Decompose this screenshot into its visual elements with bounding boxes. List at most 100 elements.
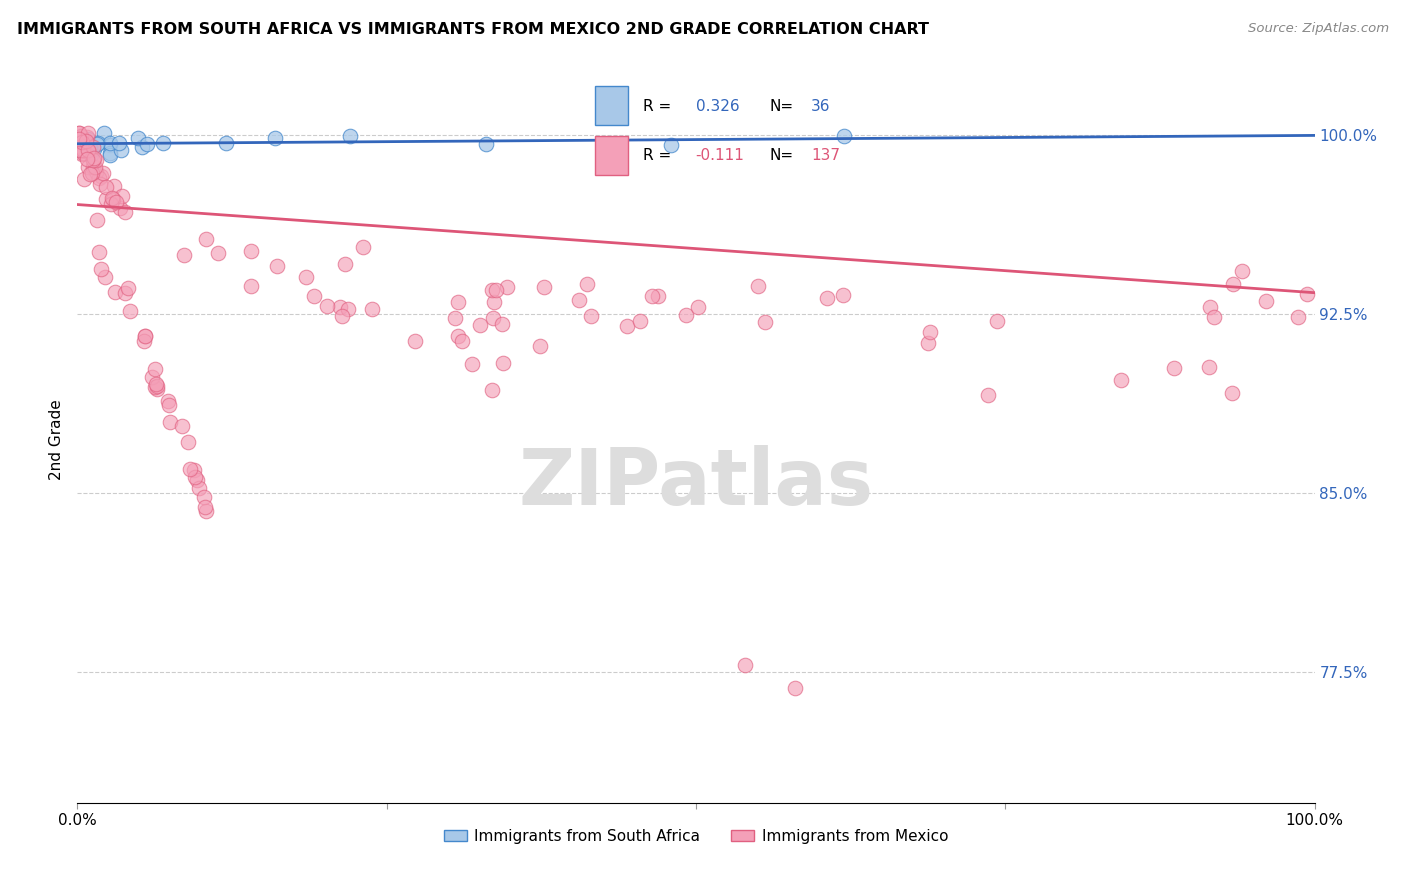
Point — [675, 308, 697, 322]
Legend: Immigrants from South Africa, Immigrants from Mexico: Immigrants from South Africa, Immigrants… — [437, 822, 955, 850]
Point — [1296, 286, 1319, 301]
Point — [1163, 361, 1185, 376]
Point — [77, 145, 100, 159]
Point — [72, 142, 94, 156]
Point — [67, 139, 90, 153]
Point — [481, 384, 503, 398]
Point — [193, 491, 215, 505]
Point — [447, 329, 470, 343]
Point — [67, 126, 90, 140]
Point — [86, 136, 108, 151]
Point — [108, 136, 131, 150]
Point — [495, 279, 517, 293]
Point — [686, 300, 709, 314]
Point — [76, 141, 98, 155]
Point — [783, 681, 806, 696]
Point — [67, 142, 90, 156]
Point — [492, 355, 515, 369]
Point — [118, 304, 141, 318]
Point — [145, 377, 167, 392]
Point — [977, 388, 1000, 402]
Point — [83, 161, 105, 175]
Point — [491, 317, 513, 331]
Point — [815, 291, 838, 305]
Point — [82, 140, 104, 154]
Point — [159, 415, 181, 429]
Point — [79, 167, 101, 181]
Point — [91, 166, 114, 180]
Point — [79, 138, 101, 153]
Point — [76, 129, 98, 144]
Point — [659, 137, 682, 152]
Point — [111, 189, 134, 203]
Point — [70, 142, 93, 156]
Text: Source: ZipAtlas.com: Source: ZipAtlas.com — [1249, 22, 1389, 36]
Point — [84, 153, 107, 167]
Point — [100, 147, 122, 161]
Point — [754, 315, 776, 329]
Point — [76, 152, 98, 166]
Point — [352, 240, 374, 254]
Point — [96, 179, 118, 194]
Point — [100, 190, 122, 204]
Point — [143, 380, 166, 394]
Point — [207, 246, 229, 260]
Point — [82, 160, 104, 174]
Point — [73, 134, 96, 148]
Point — [316, 299, 339, 313]
Point — [186, 473, 208, 487]
Point — [146, 379, 169, 393]
Point — [647, 289, 669, 303]
Point — [93, 126, 115, 140]
Point — [136, 136, 159, 151]
Point — [264, 131, 287, 145]
Point — [70, 147, 93, 161]
Point — [67, 140, 90, 154]
Point — [474, 137, 496, 152]
Point — [94, 270, 117, 285]
Point — [1198, 360, 1220, 375]
Point — [86, 213, 108, 227]
Point — [295, 270, 318, 285]
Point — [87, 244, 110, 259]
Point — [69, 144, 91, 158]
Text: N=: N= — [769, 148, 793, 162]
Point — [337, 302, 360, 317]
Point — [579, 310, 602, 324]
Point — [76, 145, 98, 159]
Point — [82, 153, 104, 167]
Point — [529, 339, 551, 353]
Point — [482, 311, 505, 326]
Point — [170, 419, 193, 434]
Point — [1230, 264, 1253, 278]
Point — [103, 192, 125, 206]
Point — [918, 325, 941, 339]
Point — [485, 283, 508, 297]
Text: 137: 137 — [811, 148, 839, 162]
Point — [127, 131, 149, 145]
Point — [73, 172, 96, 186]
Point — [79, 142, 101, 156]
Point — [75, 134, 97, 148]
Point — [240, 244, 263, 259]
Y-axis label: 2nd Grade: 2nd Grade — [49, 399, 65, 480]
Point — [156, 394, 179, 409]
Point — [734, 657, 756, 672]
Text: 0.326: 0.326 — [696, 99, 740, 114]
Point — [117, 281, 139, 295]
Point — [141, 369, 163, 384]
Point — [83, 152, 105, 166]
Point — [104, 285, 127, 299]
Point — [215, 136, 238, 151]
Point — [1256, 293, 1278, 308]
Point — [110, 201, 132, 215]
Point — [173, 247, 195, 261]
Point — [83, 142, 105, 156]
Point — [84, 165, 107, 179]
Point — [176, 434, 198, 449]
Point — [266, 259, 288, 273]
Point — [70, 144, 93, 158]
Point — [1109, 373, 1132, 387]
Point — [67, 126, 90, 140]
Point — [98, 136, 121, 151]
